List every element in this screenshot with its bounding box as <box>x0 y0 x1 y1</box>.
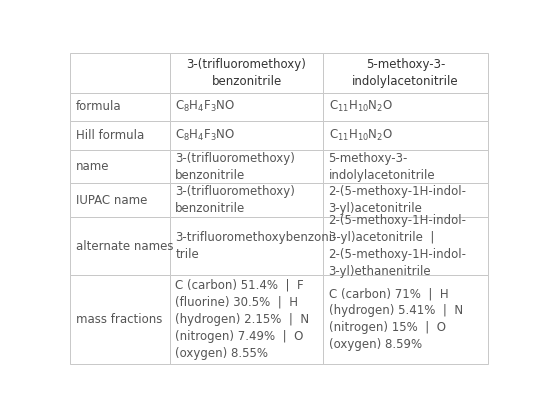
Bar <box>323 217 488 275</box>
Bar <box>170 275 323 364</box>
Bar <box>70 184 170 217</box>
Text: 2-(5-methoxy-1H-indol-
3-yl)acetonitrile  |
2-(5-methoxy-1H-indol-
3-yl)ethaneni: 2-(5-methoxy-1H-indol- 3-yl)acetonitrile… <box>329 214 467 278</box>
Text: alternate names: alternate names <box>76 240 173 253</box>
Bar <box>170 184 323 217</box>
Bar <box>70 53 170 93</box>
Bar <box>70 150 170 184</box>
Bar <box>323 184 488 217</box>
Text: mass fractions: mass fractions <box>76 313 162 326</box>
Text: C (carbon) 71%  |  H
(hydrogen) 5.41%  |  N
(nitrogen) 15%  |  O
(oxygen) 8.59%: C (carbon) 71% | H (hydrogen) 5.41% | N … <box>329 287 463 352</box>
Text: 5-methoxy-3-
indolylacetonitrile: 5-methoxy-3- indolylacetonitrile <box>329 152 435 181</box>
Bar <box>70 121 170 150</box>
Bar <box>70 217 170 275</box>
Bar <box>70 93 170 121</box>
Bar <box>170 217 323 275</box>
Bar <box>323 53 488 93</box>
Text: 5-methoxy-3-
indolylacetonitrile: 5-methoxy-3- indolylacetonitrile <box>353 57 459 88</box>
Text: name: name <box>76 160 110 173</box>
Text: 3-(trifluoromethoxy)
benzonitrile: 3-(trifluoromethoxy) benzonitrile <box>175 186 295 215</box>
Bar <box>170 93 323 121</box>
Text: 3-(trifluoromethoxy)
benzonitrile: 3-(trifluoromethoxy) benzonitrile <box>175 152 295 181</box>
Bar <box>70 275 170 364</box>
Text: $\mathregular{C_8H_4F_3NO}$: $\mathregular{C_8H_4F_3NO}$ <box>175 99 235 114</box>
Bar <box>323 93 488 121</box>
Text: $\mathregular{C_{11}H_{10}N_2O}$: $\mathregular{C_{11}H_{10}N_2O}$ <box>329 99 392 114</box>
Text: 3-(trifluoromethoxy)
benzonitrile: 3-(trifluoromethoxy) benzonitrile <box>186 57 306 88</box>
Text: formula: formula <box>76 101 122 114</box>
Bar <box>170 150 323 184</box>
Bar <box>170 53 323 93</box>
Bar <box>323 150 488 184</box>
Text: $\mathregular{C_{11}H_{10}N_2O}$: $\mathregular{C_{11}H_{10}N_2O}$ <box>329 128 392 143</box>
Bar <box>170 121 323 150</box>
Text: Hill formula: Hill formula <box>76 129 144 142</box>
Text: 3-trifluoromethoxybenzoni-
trile: 3-trifluoromethoxybenzoni- trile <box>175 231 337 261</box>
Text: IUPAC name: IUPAC name <box>76 194 147 207</box>
Bar <box>323 275 488 364</box>
Text: C (carbon) 51.4%  |  F
(fluorine) 30.5%  |  H
(hydrogen) 2.15%  |  N
(nitrogen) : C (carbon) 51.4% | F (fluorine) 30.5% | … <box>175 279 310 360</box>
Text: 2-(5-methoxy-1H-indol-
3-yl)acetonitrile: 2-(5-methoxy-1H-indol- 3-yl)acetonitrile <box>329 186 467 215</box>
Text: $\mathregular{C_8H_4F_3NO}$: $\mathregular{C_8H_4F_3NO}$ <box>175 128 235 143</box>
Bar <box>323 121 488 150</box>
